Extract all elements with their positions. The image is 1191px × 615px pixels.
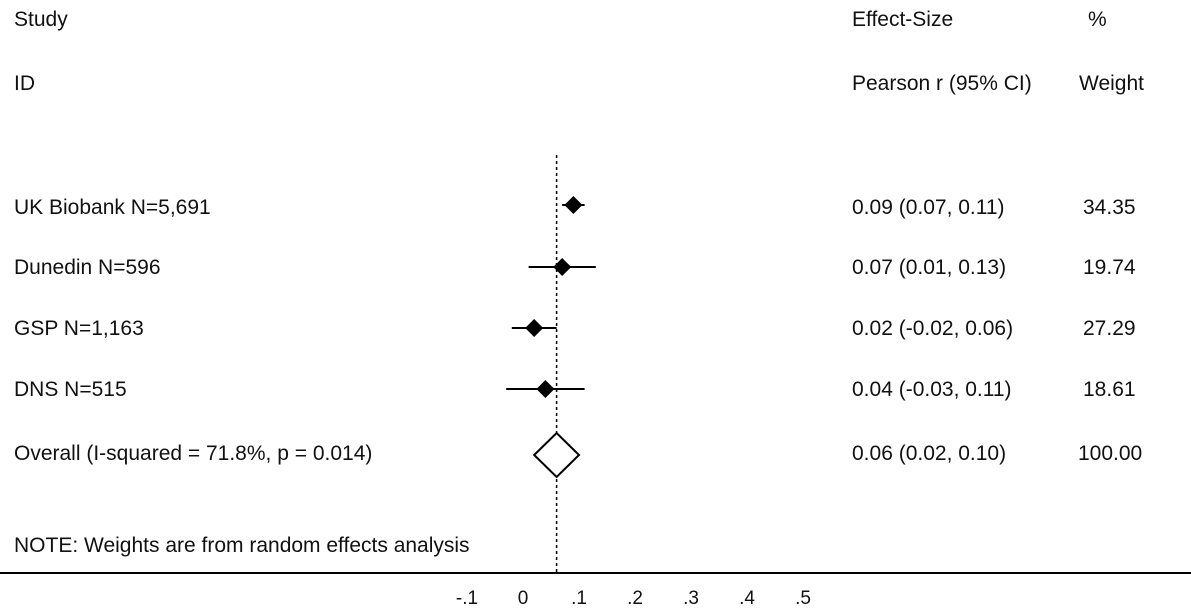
overall-weight: 100.00: [1078, 442, 1143, 465]
x-tick-label: .3: [683, 588, 699, 609]
header-study: Study: [14, 8, 68, 31]
study-weight: 27.29: [1083, 317, 1136, 340]
x-tick-label: .1: [571, 588, 587, 609]
header-id: ID: [14, 72, 35, 95]
x-tick-label: .2: [627, 588, 643, 609]
header-measure: Pearson r (95% CI): [852, 72, 1032, 95]
point-estimate: [525, 319, 544, 337]
point-estimate: [553, 258, 572, 276]
x-tick-label: 0: [517, 588, 529, 609]
study-weight: 18.61: [1083, 378, 1136, 401]
overall-diamond: [532, 431, 581, 479]
study-label: DNS N=515: [14, 378, 127, 401]
study-weight: 19.74: [1083, 256, 1136, 279]
overall-label: Overall (I-squared = 71.8%, p = 0.014): [14, 442, 373, 465]
study-ci: 0.07 (0.01, 0.13): [852, 256, 1007, 279]
footnote: NOTE: Weights are from random effects an…: [14, 534, 470, 557]
point-estimate: [564, 196, 583, 214]
header-percent: %: [1088, 8, 1107, 31]
study-label: GSP N=1,163: [14, 317, 144, 340]
x-tick-label: .4: [739, 588, 755, 609]
header-weight: Weight: [1079, 72, 1144, 95]
overall-ci: 0.06 (0.02, 0.10): [852, 442, 1007, 465]
study-label: Dunedin N=596: [14, 256, 161, 279]
study-weight: 34.35: [1083, 196, 1136, 219]
header-effect-size: Effect-Size: [852, 8, 954, 31]
study-label: UK Biobank N=5,691: [14, 196, 211, 219]
point-estimate: [536, 380, 555, 398]
study-ci: 0.02 (-0.02, 0.06): [852, 317, 1014, 340]
x-tick-label: .5: [795, 588, 811, 609]
study-ci: 0.09 (0.07, 0.11): [852, 196, 1005, 219]
x-tick-label: -.1: [455, 588, 479, 609]
study-ci: 0.04 (-0.03, 0.11): [852, 378, 1012, 401]
